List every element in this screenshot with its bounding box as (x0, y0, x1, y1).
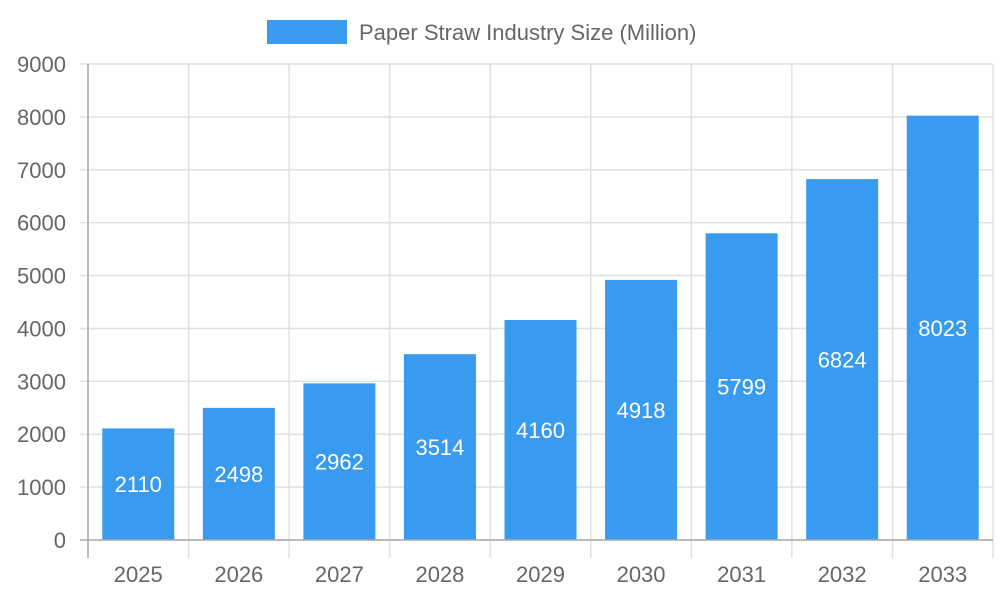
data-label: 2498 (214, 462, 263, 487)
x-tick-label: 2030 (617, 562, 666, 587)
x-tick-label: 2029 (516, 562, 565, 587)
y-tick-label: 2000 (17, 422, 66, 447)
y-tick-label: 0 (54, 528, 66, 553)
y-tick-label: 8000 (17, 105, 66, 130)
y-tick-label: 9000 (17, 52, 66, 77)
x-tick-label: 2033 (918, 562, 967, 587)
bars: 2110 2498 2962 3514 4160 4918 5799 6824 8023 (102, 115, 979, 540)
bar (705, 233, 778, 540)
y-tick-label: 3000 (17, 369, 66, 394)
legend[interactable]: Paper Straw Industry Size (Million) (267, 20, 696, 45)
axes: 0 1000 2000 3000 4000 5000 6000 7000 8000 9000 202… (17, 52, 993, 587)
x-tick-label: 2028 (415, 562, 464, 587)
y-tick-label: 7000 (17, 158, 66, 183)
legend-label: Paper Straw Industry Size (Million) (359, 20, 696, 45)
x-tick-label: 2032 (818, 562, 867, 587)
y-tick-label: 6000 (17, 211, 66, 236)
y-tick-label: 5000 (17, 264, 66, 289)
bar (303, 383, 376, 540)
x-tick-label: 2027 (315, 562, 364, 587)
y-tick-label: 1000 (17, 475, 66, 500)
y-tick-label: 4000 (17, 316, 66, 341)
bar (504, 319, 577, 540)
data-label: 2962 (315, 450, 364, 475)
x-tick-label: 2026 (214, 562, 263, 587)
bar (102, 428, 175, 540)
data-label: 6824 (818, 348, 867, 373)
x-tick-label: 2031 (717, 562, 766, 587)
bar (806, 179, 879, 540)
data-label: 2110 (115, 472, 162, 497)
bar (403, 354, 476, 540)
data-label: 3514 (415, 435, 464, 460)
legend-swatch (267, 20, 347, 44)
data-label: 4918 (617, 398, 666, 423)
data-label: 5799 (717, 375, 766, 400)
x-tick-label: 2025 (114, 562, 163, 587)
bar (605, 279, 678, 540)
bar (906, 115, 979, 540)
data-label: 4160 (516, 418, 565, 443)
bar (202, 407, 275, 540)
data-label: 8023 (918, 316, 967, 341)
